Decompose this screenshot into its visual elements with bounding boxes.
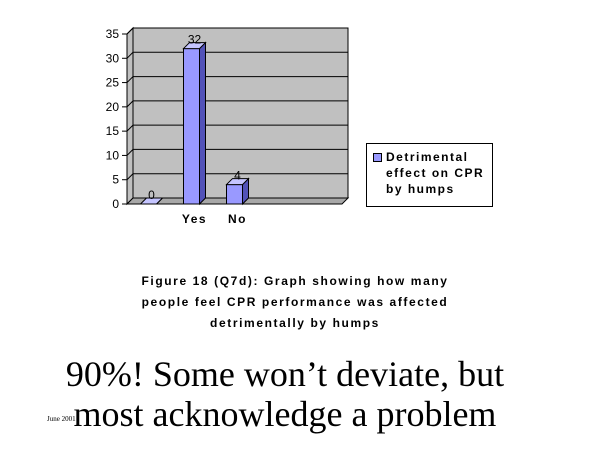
- footer-date: June 2001: [47, 415, 76, 423]
- chart-legend: Detrimental effect on CPR by humps: [366, 143, 493, 207]
- x-category-label: No: [228, 212, 247, 226]
- bar: [183, 48, 200, 205]
- bar-chart: 0 5 10 15 20 25 30 35 0 32 Yes 4 No: [106, 26, 350, 226]
- bar-top: [225, 178, 250, 186]
- legend-label: Detrimental effect on CPR by humps: [386, 150, 485, 196]
- bar-top: [139, 197, 164, 205]
- y-tick-label: 5: [112, 173, 119, 187]
- gridline: [126, 148, 348, 156]
- y-tick-label: 35: [106, 27, 120, 41]
- data-label: 0: [148, 188, 155, 202]
- bar: [226, 184, 243, 205]
- y-tick-label: 0: [112, 197, 119, 211]
- chart-svg: 0 5 10 15 20 25 30 35 0 32 Yes 4 No: [106, 26, 350, 226]
- gridline: [126, 27, 348, 35]
- x-category-label: Yes: [182, 212, 207, 226]
- gridline: [126, 173, 348, 181]
- bar-side: [199, 41, 206, 206]
- slide-headline: 90%! Some won’t deviate, but most acknow…: [30, 354, 540, 434]
- bar-top: [182, 42, 207, 50]
- gridline: [126, 51, 348, 59]
- gridline: [126, 100, 348, 108]
- caption-line-2: people feel CPR performance was affected: [141, 295, 449, 309]
- y-tick-label: 30: [106, 51, 120, 65]
- data-label: 4: [234, 169, 241, 183]
- legend-swatch: [373, 153, 382, 162]
- y-tick-label: 25: [106, 76, 120, 90]
- data-label: 32: [188, 33, 202, 47]
- chart-back-wall: [132, 27, 349, 199]
- y-tick-label: 15: [106, 124, 120, 138]
- gridline: [126, 76, 348, 83]
- caption-line-1: Figure 18 (Q7d): Graph showing how many: [141, 274, 449, 288]
- headline-line-1: 90%! Some won’t deviate, but: [65, 354, 505, 394]
- gridline: [126, 124, 348, 132]
- y-tick-label: 10: [106, 148, 120, 162]
- headline-line-2: most acknowledge a problem: [73, 394, 497, 434]
- chart-side-wall: [126, 26, 134, 206]
- y-tick-label: 20: [106, 100, 120, 114]
- caption-line-3: detrimentally by humps: [210, 316, 380, 330]
- figure-caption: Figure 18 (Q7d): Graph showing how many …: [100, 271, 490, 334]
